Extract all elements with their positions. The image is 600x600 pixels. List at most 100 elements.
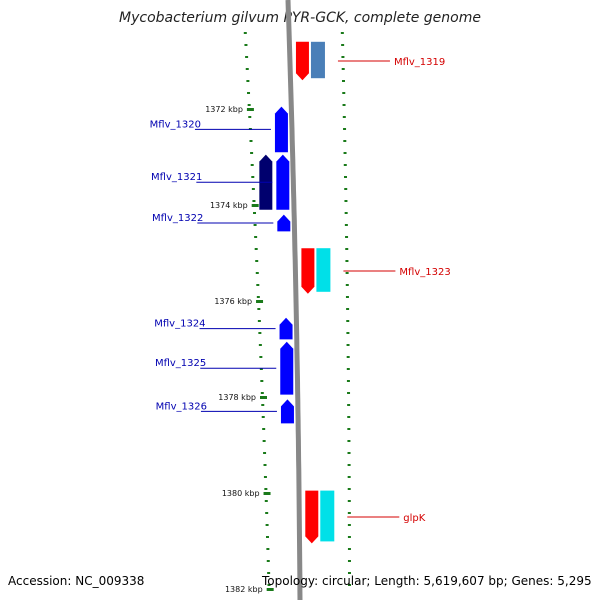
gene-label: Mflv_1324 [154,319,205,330]
tick-dot [347,488,351,490]
tick-dot [249,140,253,142]
gene-companion [310,41,325,79]
gene-arrow [305,490,319,544]
tick-dot [341,80,345,82]
tick-dot [267,584,271,586]
scale-label: 1378 kbp [218,393,256,402]
tick-dot [256,296,260,298]
tick-dot [342,104,346,106]
tick-dot [346,308,350,310]
gene-label: Mflv_1320 [150,119,201,130]
gene-labels: Mflv_1319 Mflv_1320 Mflv_1321 Mflv_1322 Mflv… [150,57,451,524]
tick-dot [251,188,255,190]
tick-dot [250,152,254,154]
tick-dot [346,368,350,370]
tick-dot [343,128,347,130]
tick-dot [255,260,259,262]
tick-dot [257,320,261,322]
tick-dot [262,428,266,430]
tick-dot [265,536,269,538]
tick-dot [347,524,351,526]
gene-arrow [276,154,290,210]
gene-arrow [280,399,294,424]
accession-text: Accession: NC_009338 [8,574,145,588]
major-tick [266,588,274,591]
tick-dot [346,332,350,334]
major-tick [251,204,259,207]
tick-dot [259,356,263,358]
tick-dot [347,548,351,550]
gene-arrow [274,106,288,153]
gene-arrow [279,317,293,340]
backbone-line [285,0,303,600]
tick-marks [243,32,351,586]
tick-dot [347,404,351,406]
tick-dot [258,332,262,334]
tick-dot [344,212,348,214]
tick-dot [347,416,351,418]
gene-label: Mflv_1321 [151,172,202,183]
tick-dot [246,80,250,82]
tick-dot [248,116,252,118]
tick-dot [346,320,350,322]
tick-dot [251,176,255,178]
tick-dot [347,512,351,514]
major-tick [256,300,264,303]
gene-label: Mflv_1323 [399,267,450,278]
tick-dot [266,560,270,562]
gene-arrow [301,248,315,294]
gene-arrow [277,214,291,232]
gene-arrow [295,41,309,81]
tick-dot [342,92,346,94]
tick-dot [252,200,256,202]
tick-dot [343,140,347,142]
tick-dot [260,380,264,382]
tick-dot [253,212,257,214]
tick-dot [345,236,349,238]
tick-dot [263,452,267,454]
gene-label: glpK [403,513,425,524]
gene-companion [320,490,335,542]
tick-dot [247,104,251,106]
tick-dot [347,428,351,430]
scale-label: 1382 kbp [225,585,263,594]
scale-labels: 1372 kbp 1374 kbp 1376 kbp 1378 kbp 1380 kbp… [205,105,274,594]
major-tick [263,492,271,495]
gene-label: Mflv_1325 [155,358,206,369]
scale-label: 1376 kbp [214,297,252,306]
genome-summary-text: Topology: circular; Length: 5,619,607 bp… [262,574,592,588]
tick-dot [347,464,351,466]
gene-features [259,41,335,544]
gene-label: Mflv_1322 [152,213,203,224]
tick-dot [255,272,259,274]
major-tick [259,396,267,399]
tick-dot [258,344,262,346]
tick-dot [341,68,345,70]
tick-dot [344,224,348,226]
tick-dot [264,500,268,502]
gene-label: Mflv_1319 [394,57,445,68]
tick-dot [344,176,348,178]
tick-dot [340,32,344,34]
tick-dot [262,440,266,442]
tick-dot [265,524,269,526]
tick-dot [345,272,349,274]
tick-dot [344,188,348,190]
tick-dot [256,284,260,286]
tick-dot [343,164,347,166]
tick-dot [267,572,271,574]
scale-label: 1374 kbp [210,201,248,210]
gene-companion [316,248,331,292]
tick-dot [250,164,254,166]
gene-label: Mflv_1326 [156,401,207,412]
tick-dot [341,56,345,58]
tick-dot [244,44,248,46]
tick-dot [259,368,263,370]
tick-dot [346,344,350,346]
map-title: Mycobacterium gilvum PYR-GCK, complete g… [119,10,481,26]
tick-dot [263,464,267,466]
tick-dot [243,32,247,34]
tick-dot [260,392,264,394]
tick-dot [344,200,348,202]
tick-dot [261,404,265,406]
